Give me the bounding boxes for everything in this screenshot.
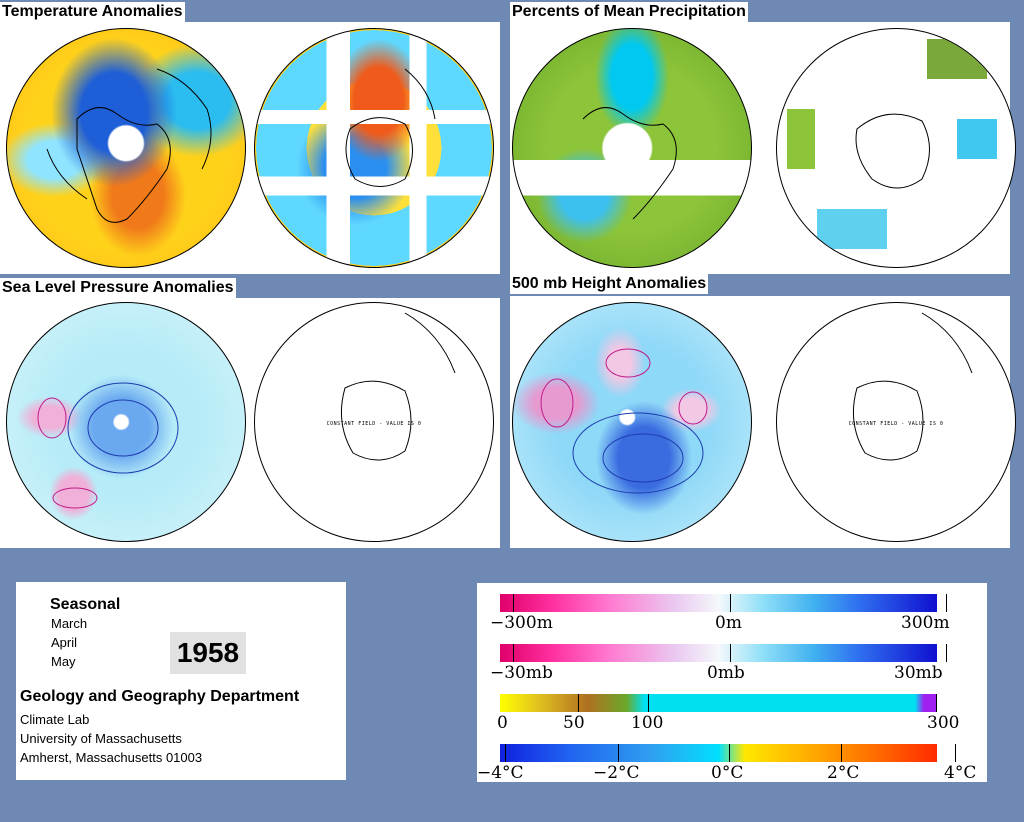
coastline-outline: [582, 107, 677, 220]
department-name: Geology and Geography Department: [20, 688, 300, 705]
coastline-outline: [852, 312, 973, 461]
precip-label-0: 0: [497, 713, 508, 733]
coastline-outline: [46, 68, 212, 223]
temp-label-2: 2°C: [827, 763, 860, 783]
precip-label-50: 50: [563, 713, 585, 733]
temperature-title: Temperature Anomalies: [0, 2, 185, 22]
precip-label-300: 300: [927, 713, 960, 733]
year-badge: 1958: [170, 632, 246, 674]
precip-label-100: 100: [631, 713, 664, 733]
slp-panel: CONSTANT FIELD - VALUE IS 0: [0, 298, 500, 548]
pressure-label-min: −30mb: [490, 663, 553, 683]
university-line: University of Massachusetts: [20, 731, 182, 746]
height-title: 500 mb Height Anomalies: [510, 274, 709, 294]
month-april: April: [51, 635, 78, 650]
season-label: Seasonal: [50, 596, 121, 613]
height-color-bar: [500, 594, 947, 612]
precipitation-title: Percents of Mean Precipitation: [510, 2, 748, 22]
precipitation-map-south: [776, 28, 1016, 268]
temp-label-minus4: −4°C: [477, 763, 524, 783]
month-march: March: [51, 616, 88, 631]
slp-map-south: CONSTANT FIELD - VALUE IS 0: [254, 302, 494, 542]
precipitation-map-north: [512, 28, 752, 268]
coastline-outline: [345, 68, 436, 187]
pressure-label-mid: 0mb: [707, 663, 745, 683]
address-line: Amherst, Massachusetts 01003: [20, 750, 203, 765]
pressure-label-max: 30mb: [894, 663, 943, 683]
temperature-map-south: [254, 28, 494, 268]
temperature-map-north: [6, 28, 246, 268]
month-may: May: [51, 654, 76, 669]
temp-label-minus2: −2°C: [593, 763, 640, 783]
temperature-panel: [0, 22, 500, 274]
coastline-outline: [855, 113, 930, 189]
height-map-south: CONSTANT FIELD - VALUE IS 0: [776, 302, 1016, 542]
pressure-color-bar: [500, 644, 947, 662]
height-constant-field-label: CONSTANT FIELD - VALUE IS 0: [848, 421, 944, 427]
lab-line: Climate Lab: [20, 712, 90, 727]
info-box: Seasonal March April May 1958 Geology an…: [16, 582, 346, 780]
height-label-max: 300m: [901, 613, 950, 633]
contour-lines: [37, 382, 179, 509]
height-label-min: −300m: [490, 613, 553, 633]
slp-constant-field-label: CONSTANT FIELD - VALUE IS 0: [326, 421, 422, 427]
temp-label-4: 4°C: [944, 763, 977, 783]
contour-lines: [540, 348, 708, 494]
temp-label-0: 0°C: [711, 763, 744, 783]
precipitation-panel: [510, 22, 1016, 274]
height-label-mid: 0m: [715, 613, 742, 633]
color-legend: −300m 0m 300m −30mb 0mb 30mb 0 50 100 30…: [477, 583, 987, 782]
slp-map-north: [6, 302, 246, 542]
height-map-north: [512, 302, 752, 542]
height-panel: CONSTANT FIELD - VALUE IS 0: [510, 296, 1016, 548]
coastline-outline: [340, 312, 456, 461]
precip-color-bar: [500, 694, 937, 712]
slp-title: Sea Level Pressure Anomalies: [0, 278, 236, 298]
temperature-color-bar: [500, 744, 956, 762]
